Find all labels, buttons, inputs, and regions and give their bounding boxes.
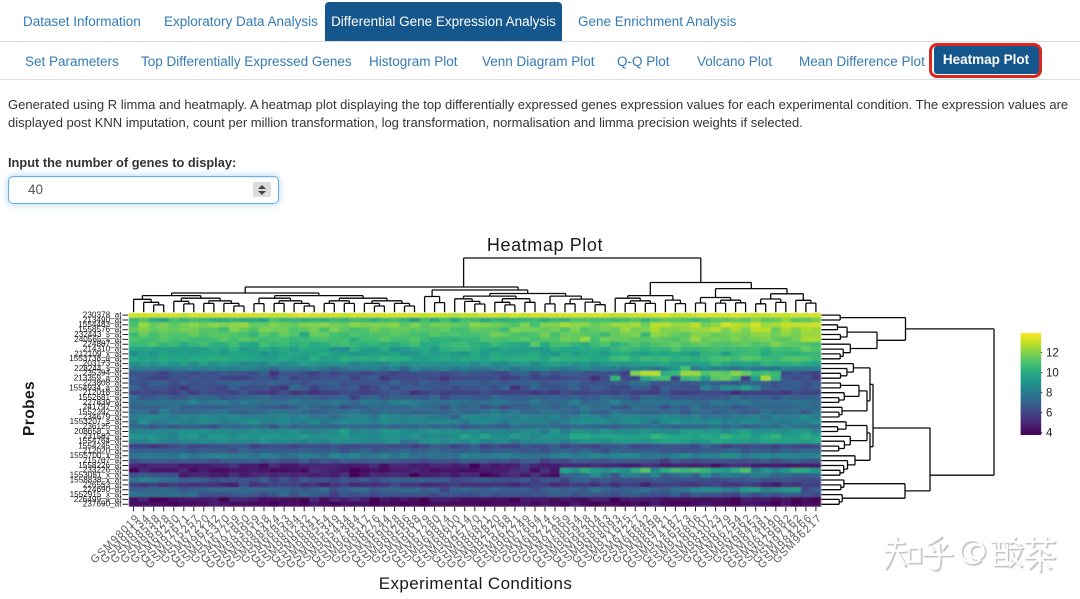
svg-text:Probes: Probes: [21, 381, 38, 436]
svg-text:230378_at: 230378_at: [83, 311, 122, 320]
svg-text:212109_x_at: 212109_x_at: [74, 349, 122, 358]
svg-text:Heatmap Plot: Heatmap Plot: [487, 235, 603, 255]
svg-text:1552915_x_at: 1552915_x_at: [70, 490, 123, 499]
svg-text:8: 8: [1046, 387, 1052, 399]
svg-text:226499_a_at: 226499_a_at: [74, 495, 123, 504]
svg-text:213490_at: 213490_at: [83, 315, 122, 324]
svg-text:1552681_at: 1552681_at: [78, 393, 122, 402]
svg-text:237690_at: 237690_at: [83, 500, 122, 509]
svg-text:233226_at: 233226_at: [83, 466, 122, 475]
svg-text:240565_s_at: 240565_s_at: [74, 335, 122, 344]
svg-text:212020_at: 212020_at: [83, 446, 122, 455]
svg-text:236125_at: 236125_at: [83, 422, 122, 431]
svg-text:215707_at: 215707_at: [83, 456, 122, 465]
svg-text:214310_at: 214310_at: [83, 345, 122, 354]
svg-text:6: 6: [1046, 408, 1052, 420]
svg-text:1558838_x_at: 1558838_x_at: [70, 475, 123, 484]
svg-text:1553081_x_at: 1553081_x_at: [70, 471, 123, 480]
svg-text:1554245_at: 1554245_at: [78, 442, 122, 451]
svg-text:1553207_s_at: 1553207_s_at: [70, 417, 123, 426]
svg-text:1554934_a_at: 1554934_a_at: [69, 383, 122, 392]
svg-text:1555700_x_at: 1555700_x_at: [70, 451, 123, 460]
svg-text:Experimental Conditions: Experimental Conditions: [379, 574, 572, 593]
svg-text:226553_at: 226553_at: [83, 480, 122, 489]
svg-text:10: 10: [1046, 367, 1059, 379]
svg-text:1558226_at: 1558226_at: [78, 461, 122, 470]
svg-text:4: 4: [1046, 428, 1053, 440]
svg-text:234679_at: 234679_at: [83, 412, 122, 421]
svg-text:208658_x_at: 208658_x_at: [74, 427, 122, 436]
svg-text:235394_at: 235394_at: [83, 369, 122, 378]
svg-text:1558576_at: 1558576_at: [78, 325, 122, 334]
svg-text:212018_at: 212018_at: [83, 388, 122, 397]
svg-text:1554483_at: 1554483_at: [78, 320, 122, 329]
svg-text:223808_at: 223808_at: [83, 378, 122, 387]
svg-text:203173_at: 203173_at: [83, 359, 122, 368]
svg-text:12: 12: [1046, 347, 1059, 359]
svg-text:224690_at: 224690_at: [83, 485, 122, 494]
svg-text:232443_s_at: 232443_s_at: [74, 330, 122, 339]
svg-text:224887_at: 224887_at: [83, 340, 122, 349]
svg-text:227839_at: 227839_at: [83, 398, 122, 407]
svg-text:228244_s_at: 228244_s_at: [74, 364, 122, 373]
svg-text:241797_at: 241797_at: [83, 403, 122, 412]
svg-text:1552392_at: 1552392_at: [78, 408, 122, 417]
svg-text:1553738_a_at: 1553738_a_at: [69, 354, 122, 363]
svg-text:213359_a_at: 213359_a_at: [74, 374, 123, 383]
svg-text:231582_at: 231582_at: [83, 432, 122, 441]
svg-text:1554764_at: 1554764_at: [78, 437, 122, 446]
